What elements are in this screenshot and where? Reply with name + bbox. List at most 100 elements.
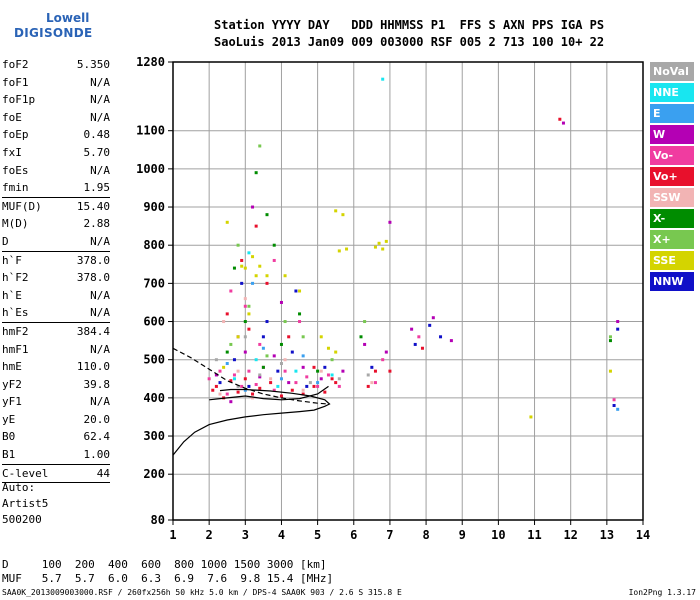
echo-point [363, 342, 367, 346]
param-row: D N/A [2, 233, 110, 252]
param-row: fmin 1.95 [2, 179, 110, 198]
x-tick-label: 11 [527, 528, 541, 542]
scaled-parameters-panel: foF2 5.350 foF1 N/A foF1p N/A foE N/A foEp 0.48 fx… [2, 56, 111, 484]
auto-label: Auto: [2, 481, 36, 494]
param-name: hmE [2, 360, 22, 374]
echo-point [373, 381, 377, 385]
echo-point [229, 400, 233, 404]
y-tick-label: 700 [143, 276, 165, 290]
echo-point [247, 304, 251, 308]
echo-point [301, 335, 305, 339]
y-tick-label: 1280 [136, 55, 165, 69]
param-name: foEp [2, 128, 29, 142]
param-name: fmin [2, 181, 29, 195]
echo-point [251, 281, 255, 285]
param-row: hmE 110.0 [2, 358, 110, 376]
legend-item: NNE [650, 83, 694, 102]
echo-point [240, 384, 244, 388]
y-tick-label: 600 [143, 315, 165, 329]
echo-point [410, 327, 414, 331]
logo-line-2: DIGISONDE [14, 26, 93, 40]
legend-item: SSW [650, 188, 694, 207]
param-name: M(D) [2, 217, 29, 231]
echo-point [254, 224, 258, 228]
echo-point [388, 369, 392, 373]
legend-item: NoVal [650, 62, 694, 81]
echo-point [608, 369, 612, 373]
param-name: C-level [2, 466, 49, 480]
echo-point [258, 386, 262, 390]
echo-point [384, 350, 388, 354]
echo-point [243, 304, 247, 308]
param-name: h`F [2, 253, 22, 267]
param-name: B0 [2, 430, 16, 444]
echo-point [232, 373, 236, 377]
echo-point [337, 384, 341, 388]
param-name: foF1p [2, 93, 36, 107]
echo-point [232, 358, 236, 362]
echo-point [243, 335, 247, 339]
param-value: N/A [90, 163, 110, 177]
echo-point [334, 350, 338, 354]
echo-point [319, 369, 323, 373]
echo-point [214, 358, 218, 362]
echo-point [222, 320, 226, 324]
echo-point [243, 388, 247, 392]
param-value: 62.4 [83, 430, 111, 444]
param-value: 384.4 [76, 324, 110, 338]
chart-grid [172, 61, 644, 521]
echo-point [298, 289, 302, 293]
param-value: N/A [90, 395, 110, 409]
echo-point [359, 335, 363, 339]
param-name: h`E [2, 288, 22, 302]
param-name: hmF2 [2, 324, 29, 338]
echo-point [363, 320, 367, 324]
x-tick-label: 12 [563, 528, 577, 542]
y-tick-label: 300 [143, 429, 165, 443]
echo-point [254, 358, 258, 362]
echo-point [229, 289, 233, 293]
echo-point [305, 384, 309, 388]
param-name: h`Es [2, 306, 29, 320]
echo-point [225, 350, 229, 354]
echo-point [316, 369, 320, 373]
legend-item: E [650, 104, 694, 123]
param-value: N/A [90, 93, 110, 107]
echo-point [218, 381, 222, 385]
echo-point [283, 358, 287, 362]
x-tick-label: 7 [386, 528, 393, 542]
echo-point [373, 369, 377, 373]
legend-item: Vo- [650, 146, 694, 165]
param-value: N/A [90, 234, 110, 248]
param-value: N/A [90, 110, 110, 124]
echo-point [214, 373, 218, 377]
echo-point [225, 312, 229, 316]
header-values: SaoLuis 2013 Jan09 009 003000 RSF 005 2 … [214, 35, 605, 49]
echo-point [265, 274, 269, 278]
param-value: 378.0 [76, 271, 110, 285]
echo-point [240, 281, 244, 285]
echo-point [373, 245, 377, 249]
x-tick-label: 2 [206, 528, 213, 542]
echo-point [247, 327, 251, 331]
param-row: h`E N/A [2, 287, 110, 305]
echo-point [261, 335, 265, 339]
echo-point [366, 384, 370, 388]
echo-point [229, 379, 233, 383]
echo-point [243, 350, 247, 354]
echo-point [323, 365, 327, 369]
y-tick-label: 900 [143, 200, 165, 214]
echo-point [276, 369, 280, 373]
x-tick-label: 10 [491, 528, 505, 542]
x-tick-label: 13 [600, 528, 614, 542]
echo-point [232, 377, 236, 381]
param-value: N/A [90, 342, 110, 356]
echo-point [377, 241, 381, 245]
echo-point [381, 77, 385, 81]
param-value: 378.0 [76, 253, 110, 267]
echo-point [254, 383, 258, 387]
echo-point [298, 320, 302, 324]
echo-point [218, 392, 222, 396]
echo-point [236, 390, 240, 394]
y-tick-label: 1000 [136, 162, 165, 176]
